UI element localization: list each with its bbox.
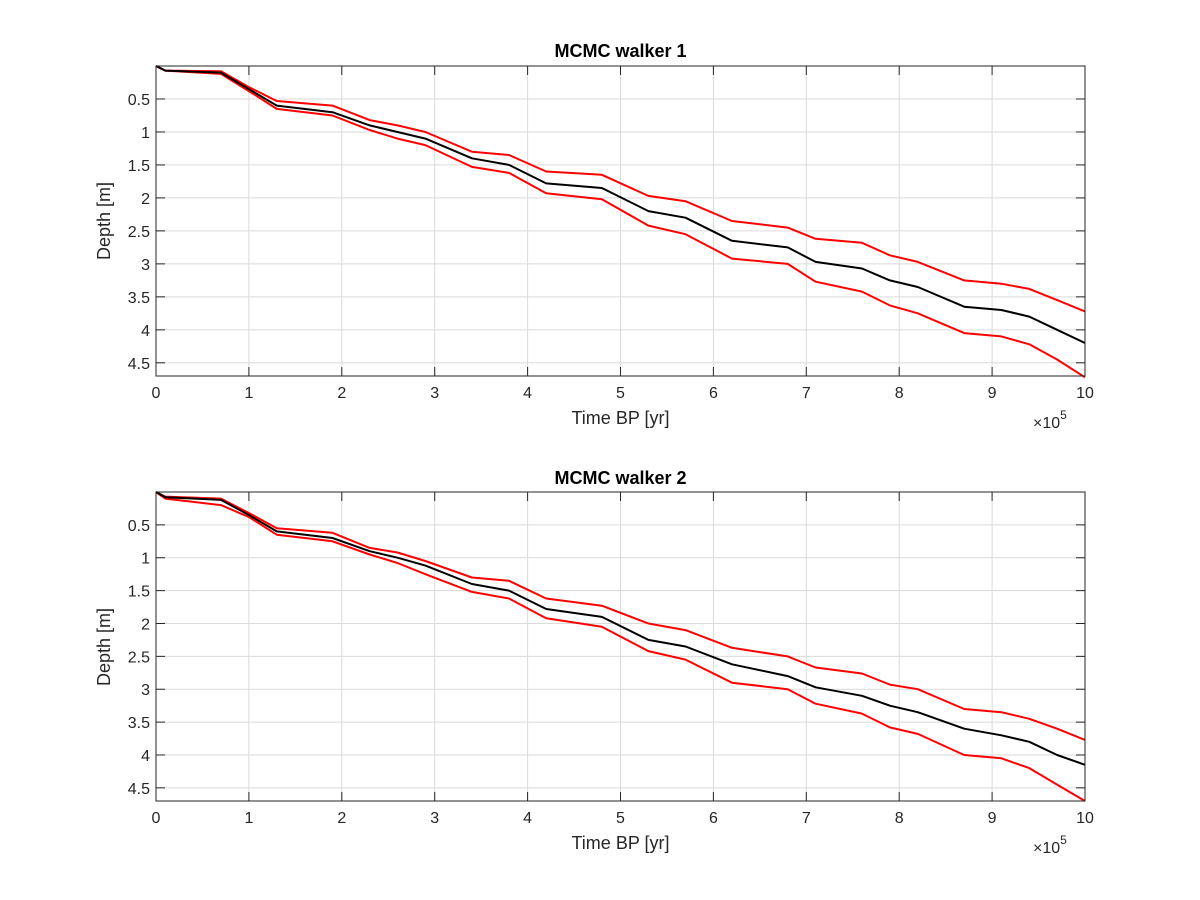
y-axis-label: Depth [m] xyxy=(94,608,114,686)
y-tick-label: 1.5 xyxy=(128,158,150,175)
x-axis-label: Time BP [yr] xyxy=(571,833,669,853)
x-axis-label: Time BP [yr] xyxy=(571,408,669,428)
y-tick-label: 4.5 xyxy=(128,781,150,798)
y-tick-label: 0.5 xyxy=(128,92,150,109)
x-tick-label: 10 xyxy=(1076,810,1094,827)
series-line-bound xyxy=(155,65,1086,379)
x-tick-label: 5 xyxy=(616,385,625,402)
axes-box xyxy=(155,65,1086,377)
y-tick-label: 4 xyxy=(141,748,150,765)
y-axis-label: Depth [m] xyxy=(94,182,114,260)
y-tick-label: 1.5 xyxy=(128,584,150,601)
series-line-median xyxy=(155,65,1086,344)
x-tick-label: 8 xyxy=(895,810,904,827)
y-tick-label: 3 xyxy=(141,682,150,699)
axes-box xyxy=(155,491,1086,802)
x-tick-label: 5 xyxy=(616,810,625,827)
x-tick-label: 4 xyxy=(523,810,532,827)
series-line-median xyxy=(155,491,1086,766)
panel-walker-1: MCMC walker 1 Time BP [yr] Depth [m] ×10… xyxy=(94,41,1094,432)
x-tick-label: 9 xyxy=(988,385,997,402)
y-tick-label: 3.5 xyxy=(128,715,150,732)
x-tick-label: 2 xyxy=(337,810,346,827)
x-tick-label: 1 xyxy=(244,810,253,827)
y-tick-label: 3 xyxy=(141,257,150,274)
x-tick-label: 7 xyxy=(802,385,811,402)
y-tick-label: 2.5 xyxy=(128,224,150,241)
x-tick-label: 6 xyxy=(709,385,718,402)
y-tick-label: 0.5 xyxy=(128,518,150,535)
x-multiplier: ×105 xyxy=(1033,833,1067,857)
grid xyxy=(155,492,1086,801)
panel-walker-2: MCMC walker 2 Time BP [yr] Depth [m] ×10… xyxy=(94,468,1094,857)
x-tick-label: 3 xyxy=(430,385,439,402)
x-tick-label: 0 xyxy=(152,385,161,402)
y-tick-label: 4.5 xyxy=(128,356,150,373)
y-tick-label: 2 xyxy=(141,616,150,633)
y-tick-label: 4 xyxy=(141,323,150,340)
grid xyxy=(155,66,1086,376)
x-tick-label: 7 xyxy=(802,810,811,827)
x-tick-label: 10 xyxy=(1076,385,1094,402)
x-tick-label: 4 xyxy=(523,385,532,402)
x-tick-label: 2 xyxy=(337,385,346,402)
x-tick-label: 6 xyxy=(709,810,718,827)
y-tick-label: 2 xyxy=(141,191,150,208)
chart-title: MCMC walker 1 xyxy=(554,41,686,61)
x-tick-label: 8 xyxy=(895,385,904,402)
x-tick-label: 9 xyxy=(988,810,997,827)
chart-title: MCMC walker 2 xyxy=(554,468,686,488)
series-line-bound xyxy=(155,491,1086,741)
x-tick-label: 0 xyxy=(152,810,161,827)
series-line-bound xyxy=(155,65,1086,313)
y-tick-label: 2.5 xyxy=(128,649,150,666)
y-tick-label: 1 xyxy=(141,551,150,568)
y-tick-label: 3.5 xyxy=(128,290,150,307)
x-tick-label: 3 xyxy=(430,810,439,827)
x-multiplier: ×105 xyxy=(1033,408,1067,432)
series-line-bound xyxy=(155,491,1086,802)
x-tick-label: 1 xyxy=(244,385,253,402)
y-tick-label: 1 xyxy=(141,125,150,142)
